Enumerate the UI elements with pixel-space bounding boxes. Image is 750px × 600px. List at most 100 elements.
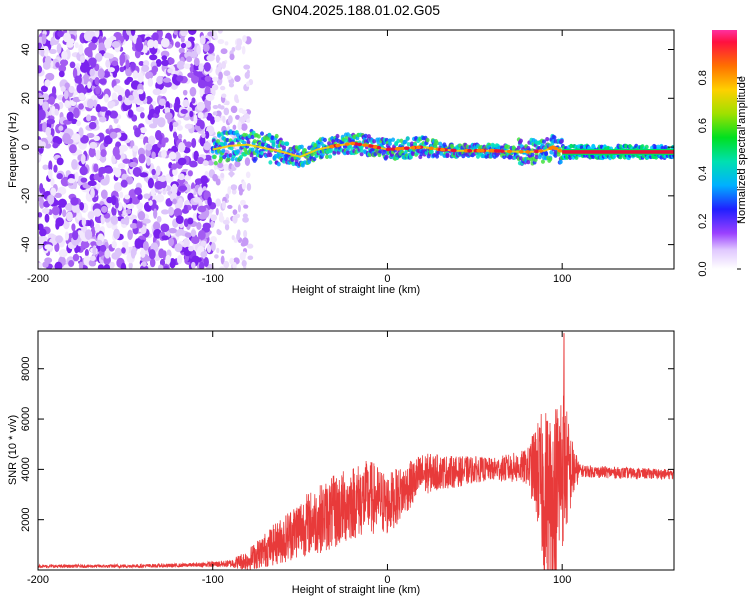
noise-blob	[94, 30, 100, 38]
noise-blob	[178, 185, 188, 192]
ridge-blob	[268, 152, 273, 158]
noise-blob	[140, 112, 145, 119]
ridge-peak	[479, 148, 485, 153]
noise-blob	[38, 212, 43, 218]
noise-blob	[54, 108, 59, 116]
noise-blob	[128, 262, 133, 269]
noise-blob	[153, 221, 161, 231]
noise-blob	[176, 255, 183, 265]
noise-blob	[139, 127, 147, 134]
noise-blob	[81, 217, 87, 227]
noise-blob	[80, 177, 88, 183]
noise-blob	[215, 208, 219, 216]
noise-blob	[69, 61, 76, 69]
noise-blob	[161, 59, 170, 66]
noise-blob	[105, 110, 112, 116]
chart-title: GN04.2025.188.01.02.G05	[272, 2, 440, 18]
noise-blob	[168, 237, 175, 247]
noise-blob	[49, 48, 57, 55]
ridge-blob	[291, 161, 296, 167]
noise-blob	[196, 101, 206, 111]
noise-blob	[214, 254, 219, 259]
noise-blob	[134, 127, 141, 138]
noise-blob	[155, 165, 161, 176]
ridge-blob	[335, 133, 340, 139]
noise-blob	[189, 110, 194, 118]
ridge-blob	[250, 134, 255, 140]
colorbar-tick-label: 0.4	[697, 166, 709, 181]
noise-blob	[57, 30, 64, 38]
noise-blob	[212, 31, 218, 39]
ridge-blob	[653, 144, 658, 149]
noise-blob	[238, 107, 244, 114]
noise-blob	[92, 245, 97, 256]
noise-blob	[75, 149, 83, 156]
noise-blob	[188, 245, 194, 252]
noise-blob	[203, 141, 212, 151]
noise-blob	[93, 163, 99, 173]
x-tick-label: -100	[202, 273, 224, 285]
noise-blob	[93, 135, 101, 141]
noise-blob	[193, 150, 199, 162]
noise-blob	[119, 66, 125, 73]
ridge-blob	[280, 141, 285, 146]
noise-blob	[64, 82, 70, 90]
noise-blob	[140, 248, 146, 259]
noise-blob	[217, 39, 225, 45]
noise-blob	[103, 38, 112, 49]
ridge-blob	[274, 133, 279, 139]
ridge-blob	[235, 149, 240, 154]
noise-blob	[200, 175, 209, 185]
noise-blob	[76, 83, 85, 94]
noise-blob	[95, 183, 101, 190]
noise-blob	[140, 224, 147, 234]
noise-blob	[197, 156, 205, 165]
noise-blob	[228, 78, 235, 85]
noise-blob	[203, 62, 211, 72]
noise-blob	[92, 99, 98, 108]
noise-blob	[217, 30, 223, 34]
noise-blob	[100, 205, 108, 213]
noise-blob	[234, 160, 241, 168]
noise-blob	[157, 176, 167, 183]
noise-blob	[39, 228, 47, 237]
noise-blob	[50, 187, 57, 197]
noise-blob	[90, 188, 95, 199]
noise-blob	[38, 262, 43, 269]
noise-blob	[159, 98, 166, 106]
ridge-blob	[366, 134, 371, 139]
noise-blob	[217, 103, 222, 109]
noise-blob	[69, 144, 77, 154]
noise-blob	[124, 215, 130, 226]
noise-blob	[243, 64, 251, 70]
noise-blob	[145, 143, 153, 151]
noise-blob	[177, 197, 183, 209]
noise-blob	[222, 219, 230, 225]
ridge-blob	[445, 153, 450, 159]
noise-blob	[44, 244, 53, 250]
noise-blob	[220, 48, 228, 55]
noise-blob	[71, 230, 79, 241]
noise-blob	[132, 145, 139, 152]
noise-blob	[88, 121, 97, 130]
noise-blob	[189, 86, 197, 97]
noise-blob	[44, 213, 50, 223]
noise-blob	[38, 154, 42, 161]
noise-blob	[80, 135, 89, 144]
noise-blob	[98, 116, 107, 123]
noise-blob	[67, 178, 76, 184]
noise-blob	[46, 118, 56, 125]
noise-blob	[62, 209, 67, 218]
noise-blob	[48, 160, 53, 172]
ridge-blob	[552, 135, 557, 140]
noise-blob	[221, 200, 226, 210]
noise-blob	[79, 55, 86, 63]
noise-blob	[44, 55, 52, 65]
noise-blob	[137, 193, 143, 201]
noise-blob	[90, 36, 98, 44]
noise-blob	[163, 265, 169, 269]
noise-blob	[107, 67, 115, 73]
ridge-blob	[408, 154, 413, 160]
noise-blob	[40, 85, 48, 93]
colorbar-gradient	[712, 30, 737, 269]
